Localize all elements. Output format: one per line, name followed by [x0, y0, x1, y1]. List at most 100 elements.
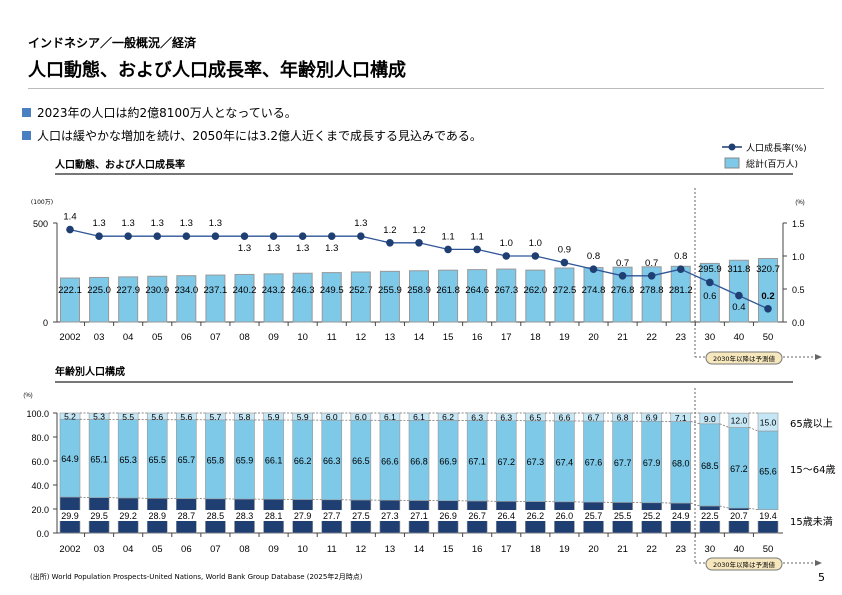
bar-total [89, 276, 110, 323]
bar-value-label: 255.9 [378, 285, 402, 296]
over65-value-label: 5.6 [151, 412, 163, 422]
under15-value-label: 20.7 [730, 511, 748, 521]
x-tick-label: 11 [327, 332, 337, 343]
age15-64-value-label: 66.3 [323, 456, 341, 466]
x-tick-label: 30 [705, 544, 716, 555]
rate-value-label: 1.3 [209, 218, 222, 229]
age15-64-value-label: 67.6 [585, 458, 603, 468]
bar-65plus [263, 412, 284, 421]
connector-line [719, 423, 730, 428]
bar-65plus [234, 412, 255, 421]
left-axis-unit: (100万) [31, 199, 53, 206]
over65-value-label: 6.8 [617, 413, 629, 423]
label-bg [174, 510, 199, 521]
over65-value-label: 5.2 [64, 412, 76, 422]
page-title: 人口動態、および人口成長率、年齢別人口構成 [28, 60, 406, 81]
x-tick-label: 05 [152, 332, 163, 343]
x-tick-label: 20 [588, 544, 599, 555]
y2-tick-label: 1.5 [792, 219, 805, 229]
bar-65plus [699, 412, 721, 425]
x-tick-label: 08 [239, 332, 250, 343]
age15-64-value-label: 65.3 [119, 455, 137, 465]
legend-label-rate: 人口成長率(%) [746, 142, 807, 154]
age15-64-value-label: 65.6 [759, 466, 777, 476]
rate-value-label: 1.1 [471, 231, 484, 242]
age15-64-value-label: 67.3 [527, 457, 545, 467]
label-bg [319, 510, 344, 521]
bar-total [118, 276, 139, 323]
age15-64-value-label: 66.5 [352, 456, 370, 466]
bar-value-label: 281.2 [669, 285, 693, 296]
x-tick-label: 20 [588, 332, 599, 343]
bar-65plus [59, 412, 81, 420]
rate-point [124, 232, 132, 240]
arrow-icon [815, 560, 822, 566]
bullet-text: 2023年の人口は約2億8100万人となっている。 [37, 106, 297, 120]
rate-point [66, 225, 74, 234]
age15-64-value-label: 66.9 [439, 457, 457, 467]
rate-value-label: 1.3 [325, 243, 338, 254]
bar-value-label: 262.0 [523, 285, 547, 296]
forecast-note: 2030年以降は予測値 [713, 354, 776, 363]
rate-point [706, 278, 714, 287]
rate-point [502, 252, 511, 260]
bullet-icon [22, 131, 31, 140]
rate-value-label: 0.8 [587, 251, 600, 262]
over65-value-label: 6.3 [471, 412, 483, 422]
bar-value-label: 227.9 [116, 285, 140, 296]
bar-total [699, 262, 720, 323]
rate-value-label: 1.3 [354, 218, 367, 229]
axis-unit: (%) [23, 393, 32, 399]
bar-value-label: 267.3 [494, 285, 518, 296]
rate-value-label: 1.3 [122, 218, 135, 229]
x-tick-label: 08 [239, 544, 250, 555]
under15-value-label: 28.9 [148, 511, 166, 521]
over65-value-label: 5.9 [297, 412, 309, 422]
label-bg [261, 510, 286, 521]
rate-point [269, 232, 278, 240]
label-bg [116, 510, 141, 521]
label-bg [639, 510, 664, 521]
bar-total [554, 267, 575, 323]
y2-tick-label: 1.0 [792, 252, 805, 262]
rate-point [357, 232, 365, 240]
age15-64-value-label: 66.8 [410, 456, 428, 466]
age15-64-value-label: 67.1 [468, 457, 486, 467]
over65-value-label: 6.3 [500, 412, 512, 422]
rate-value-label: 1.3 [180, 218, 193, 229]
x-tick-label: 07 [210, 544, 221, 555]
rate-point [327, 232, 336, 240]
bar-total [409, 270, 429, 323]
bar-65plus [757, 412, 779, 432]
over65-value-label: 15.0 [760, 418, 777, 428]
bar-total [176, 275, 197, 323]
rate-point [415, 239, 423, 247]
bar-65plus [728, 412, 750, 428]
x-tick-label: 21 [617, 544, 628, 555]
age15-64-value-label: 67.7 [614, 458, 632, 468]
rate-point [182, 232, 191, 240]
bar-total [292, 272, 313, 323]
x-tick-label: 11 [327, 544, 337, 555]
x-tick-label: 15 [443, 544, 454, 555]
under15-value-label: 28.7 [178, 511, 196, 521]
under15-value-label: 28.5 [207, 511, 225, 521]
x-tick-label: 17 [501, 544, 512, 555]
bar-65plus [612, 412, 633, 422]
rate-point [676, 265, 685, 274]
bar-total [612, 266, 633, 323]
rate-point [444, 245, 452, 254]
y2-tick-label: 0.5 [792, 285, 805, 295]
rate-value-label: 1.3 [151, 218, 164, 229]
over65-value-label: 6.2 [442, 412, 454, 422]
bar-total [467, 269, 488, 323]
bar-65plus [525, 412, 546, 422]
over65-value-label: 9.0 [704, 414, 716, 424]
rate-point [764, 305, 772, 313]
x-tick-label: 09 [268, 332, 279, 343]
over65-value-label: 6.0 [326, 412, 338, 422]
rate-point [589, 265, 598, 274]
label-bg [523, 510, 548, 521]
label-bg [348, 510, 373, 521]
over65-value-label: 6.6 [559, 412, 571, 422]
